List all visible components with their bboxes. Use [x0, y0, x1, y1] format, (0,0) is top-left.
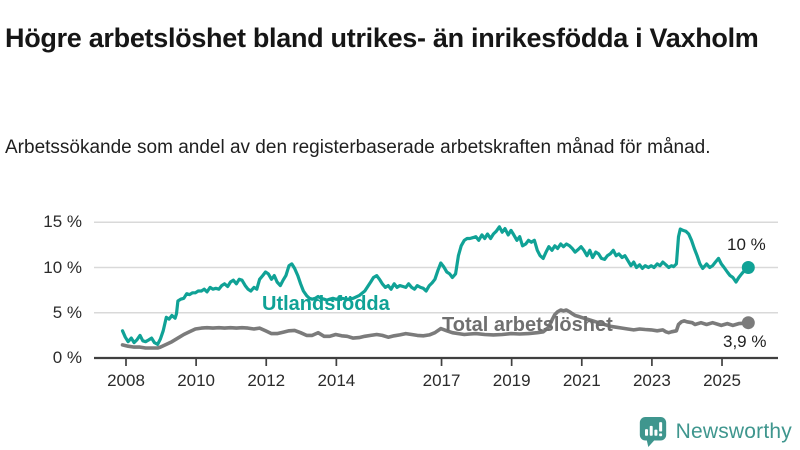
x-tick-label: 2012	[247, 371, 286, 390]
chart-subtitle: Arbetssökande som andel av den registerb…	[5, 137, 711, 158]
x-tick-label: 2025	[703, 371, 741, 390]
latest-value-dot	[741, 261, 755, 274]
x-tick-label: 2014	[317, 371, 356, 390]
y-tick-label: 15 %	[43, 212, 82, 232]
bar-chart-speech-bubble-icon	[639, 416, 666, 448]
series-label-utlandsfodda: Utlandsfödda	[262, 293, 390, 315]
x-tick-label: 2010	[177, 371, 216, 390]
newsworthy-logo: Newsworthy	[637, 414, 792, 450]
y-tick-label: 5 %	[52, 302, 82, 322]
x-tick-label: 2023	[632, 371, 671, 390]
end-value-label-utlandsfodda: 10 %	[727, 235, 766, 254]
end-value-label-total: 3,9 %	[723, 332, 767, 351]
line-chart: 0 % 5 % 10 % 15 % 2008 2010 2012 2014 2017 2019 2…	[0, 190, 800, 405]
series-line-total	[120, 308, 751, 350]
x-tick-label: 2021	[562, 371, 601, 390]
chart-canvas	[94, 221, 778, 366]
y-tick-label: 0 %	[52, 348, 82, 367]
y-tick-label: 10 %	[43, 257, 82, 277]
brand-name: Newsworthy	[675, 420, 792, 443]
series-line-utlandsfodda	[120, 225, 750, 346]
page-title: Högre arbetslöshet bland utrikes- än inr…	[5, 23, 759, 54]
x-tick-label: 2008	[107, 371, 145, 390]
x-tick-label: 2017	[422, 371, 461, 390]
series-label-total-arbetsloshet: Total arbetslöshet	[442, 314, 613, 336]
x-tick-label: 2019	[492, 371, 531, 390]
latest-value-dot	[741, 316, 755, 330]
